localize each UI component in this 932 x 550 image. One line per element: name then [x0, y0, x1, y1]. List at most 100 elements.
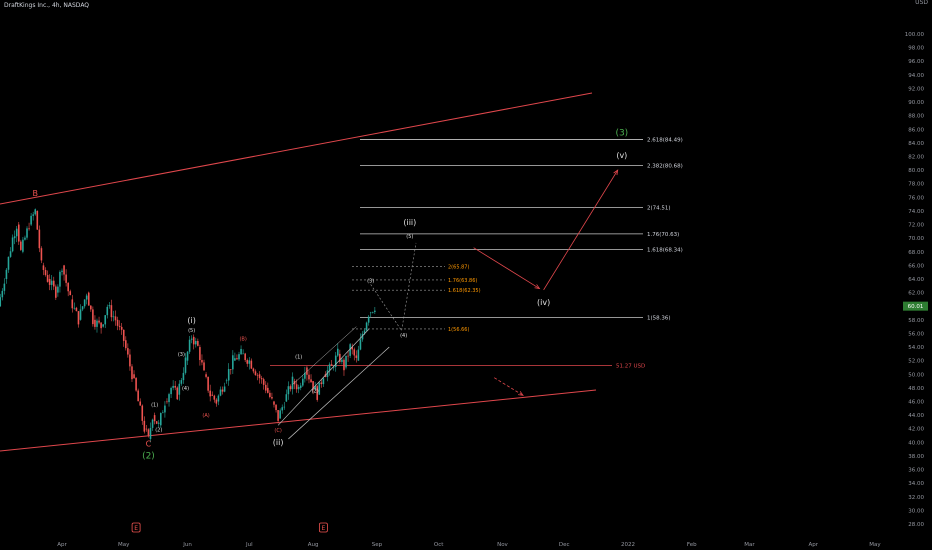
candle-body [349, 344, 351, 356]
fib-level-label: 1.76(70.63) [647, 232, 679, 238]
wave-channel-lower [288, 346, 390, 440]
candle-body [192, 336, 195, 345]
candle-body [264, 384, 267, 391]
candle-body [229, 369, 232, 370]
wave-channel-upper [277, 329, 369, 426]
price-tick-label: 44.00 [908, 413, 924, 419]
price-tick-label: 72.00 [908, 223, 924, 229]
candle-body [295, 384, 298, 390]
wave-label: (5) [406, 234, 413, 240]
candle-body [106, 306, 109, 316]
price-tick-label: 36.00 [908, 468, 924, 474]
candle-body [73, 307, 76, 309]
candle-body [1, 290, 4, 298]
candle-body [65, 274, 67, 283]
earnings-marker-icon[interactable] [318, 522, 328, 533]
price-tick-label: 62.00 [908, 291, 924, 297]
symbol-title[interactable]: DraftKings Inc., 4h, NASDAQ [4, 2, 90, 9]
candle-body [262, 379, 265, 385]
candle-body [369, 312, 372, 314]
price-tick-label: 28.00 [908, 522, 924, 528]
arrow-to-v [543, 169, 619, 291]
candle-body [137, 390, 139, 402]
candle-body [44, 269, 47, 275]
candle-body [69, 291, 72, 296]
candle-body [250, 360, 253, 369]
alt-arrow-down [494, 377, 524, 396]
candle-body [11, 237, 14, 252]
candle-body [24, 237, 26, 240]
candle-body [318, 382, 321, 395]
candle-body [157, 422, 160, 424]
candle-body [26, 228, 28, 238]
candle-body [367, 316, 370, 323]
candle-body [92, 309, 94, 325]
candle-body [55, 286, 57, 298]
candle-body [275, 404, 277, 411]
candle-body [159, 413, 162, 426]
candle-body [149, 427, 152, 439]
projection-arrows [277, 169, 619, 440]
candle-body [28, 228, 30, 230]
candle-body [260, 378, 263, 380]
price-axis[interactable]: 28.00 30.00 32.00 34.00 36.00 38.00 40.00 42.00… [903, 32, 928, 528]
candle-body [153, 415, 156, 422]
price-tick-label: 38.00 [908, 454, 924, 460]
candle-body [310, 379, 312, 383]
candle-body [15, 228, 18, 237]
wave-label: (2) [312, 389, 319, 395]
time-tick-label: Feb [687, 542, 697, 548]
candle-body [77, 311, 80, 325]
candle-body [178, 383, 181, 395]
wave-label: (1) [295, 355, 302, 361]
wave-label: (2) [142, 452, 155, 462]
price-tick-label: 32.00 [908, 495, 924, 501]
channel-lines [0, 92, 597, 452]
candle-body [48, 279, 51, 285]
candle-body [256, 375, 259, 376]
wave-label: (iii) [403, 218, 416, 227]
candle-body [227, 369, 230, 381]
candle-body [13, 236, 16, 239]
candle-body [61, 270, 63, 272]
wave-label: (3) [615, 128, 628, 138]
wave-labels: BC(2)(i)(ii)(iii)(iv)(v)(3)(1)(2)(3)(4)(… [32, 128, 628, 533]
candle-body [347, 355, 349, 357]
candle-body [135, 378, 137, 391]
wave-label: (iv) [537, 298, 550, 307]
price-tick-label: 30.00 [908, 508, 924, 514]
candle-body [287, 386, 290, 395]
currency-label[interactable]: USD [915, 0, 928, 6]
candle-body [186, 351, 189, 361]
candle-body [359, 339, 362, 350]
time-axis[interactable]: Apr May Jun Jul Aug Sep Oct Nov Dec 2022 Feb Mar Apr… [57, 542, 881, 548]
candle-body [351, 347, 354, 350]
time-tick-label: Sep [372, 542, 383, 548]
price-tick-label: 56.00 [908, 331, 924, 337]
candle-body [316, 386, 319, 400]
arrow-to-iv [473, 247, 540, 289]
candle-body [52, 280, 55, 287]
candle-body [267, 387, 269, 393]
earnings-marker-icon[interactable] [131, 522, 141, 533]
candle-body [330, 364, 333, 366]
candle-body [102, 324, 104, 327]
candle-body [314, 386, 316, 390]
candle-body [199, 347, 201, 361]
candle-body [112, 316, 115, 318]
fib-level-label: 1(58.36) [647, 315, 671, 321]
candle-body [283, 406, 286, 408]
candle-body [188, 339, 191, 352]
candle-body [304, 372, 306, 379]
candle-body [285, 394, 288, 402]
time-tick-label: Mar [744, 542, 755, 548]
price-tick-label: 54.00 [908, 345, 924, 351]
candle-body [213, 395, 216, 400]
candle-body [215, 399, 218, 404]
price-tick-label: 52.00 [908, 359, 924, 365]
candle-body [197, 341, 199, 346]
candle-body [98, 320, 100, 323]
candle-body [334, 355, 337, 367]
wave-label: (4) [182, 386, 189, 392]
